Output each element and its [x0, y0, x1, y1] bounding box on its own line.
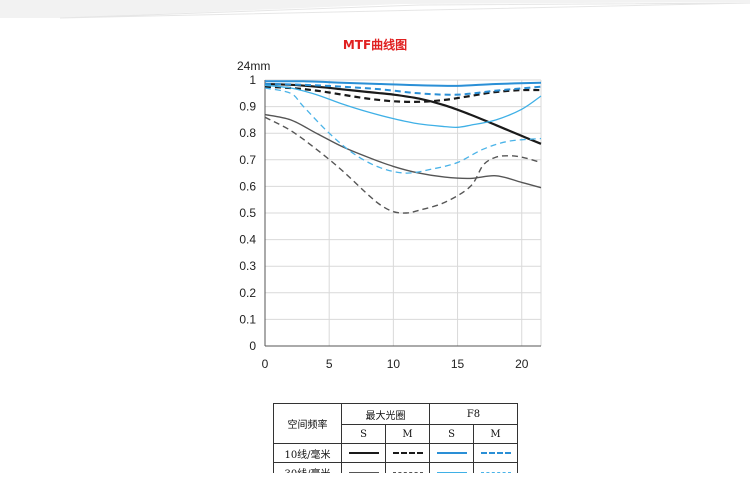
legend-swatch — [342, 444, 386, 463]
legend-row-30lp: 30线/毫米 — [274, 463, 342, 474]
legend-swatch — [342, 463, 386, 474]
legend-group-max-aperture: 最大光圈 — [342, 404, 430, 425]
legend-swatch — [474, 444, 518, 463]
legend-swatch — [386, 444, 430, 463]
legend-swatch — [474, 463, 518, 474]
legend-swatch — [430, 444, 474, 463]
legend-row-header: 空间频率 — [274, 404, 342, 444]
legend-swatch — [430, 463, 474, 474]
legend-row-10lp: 10线/毫米 — [274, 444, 342, 463]
legend-table: 空间频率 最大光圈 F8 S M S M 10线/毫米 30线/毫米 — [273, 403, 518, 473]
legend-swatch — [386, 463, 430, 474]
legend-sub-m-open: M — [386, 425, 430, 444]
legend-clip: 空间频率 最大光圈 F8 S M S M 10线/毫米 30线/毫米 — [0, 0, 750, 473]
legend-sub-s-f8: S — [430, 425, 474, 444]
legend-sub-s-open: S — [342, 425, 386, 444]
legend-sub-m-f8: M — [474, 425, 518, 444]
legend-group-f8: F8 — [430, 404, 518, 425]
